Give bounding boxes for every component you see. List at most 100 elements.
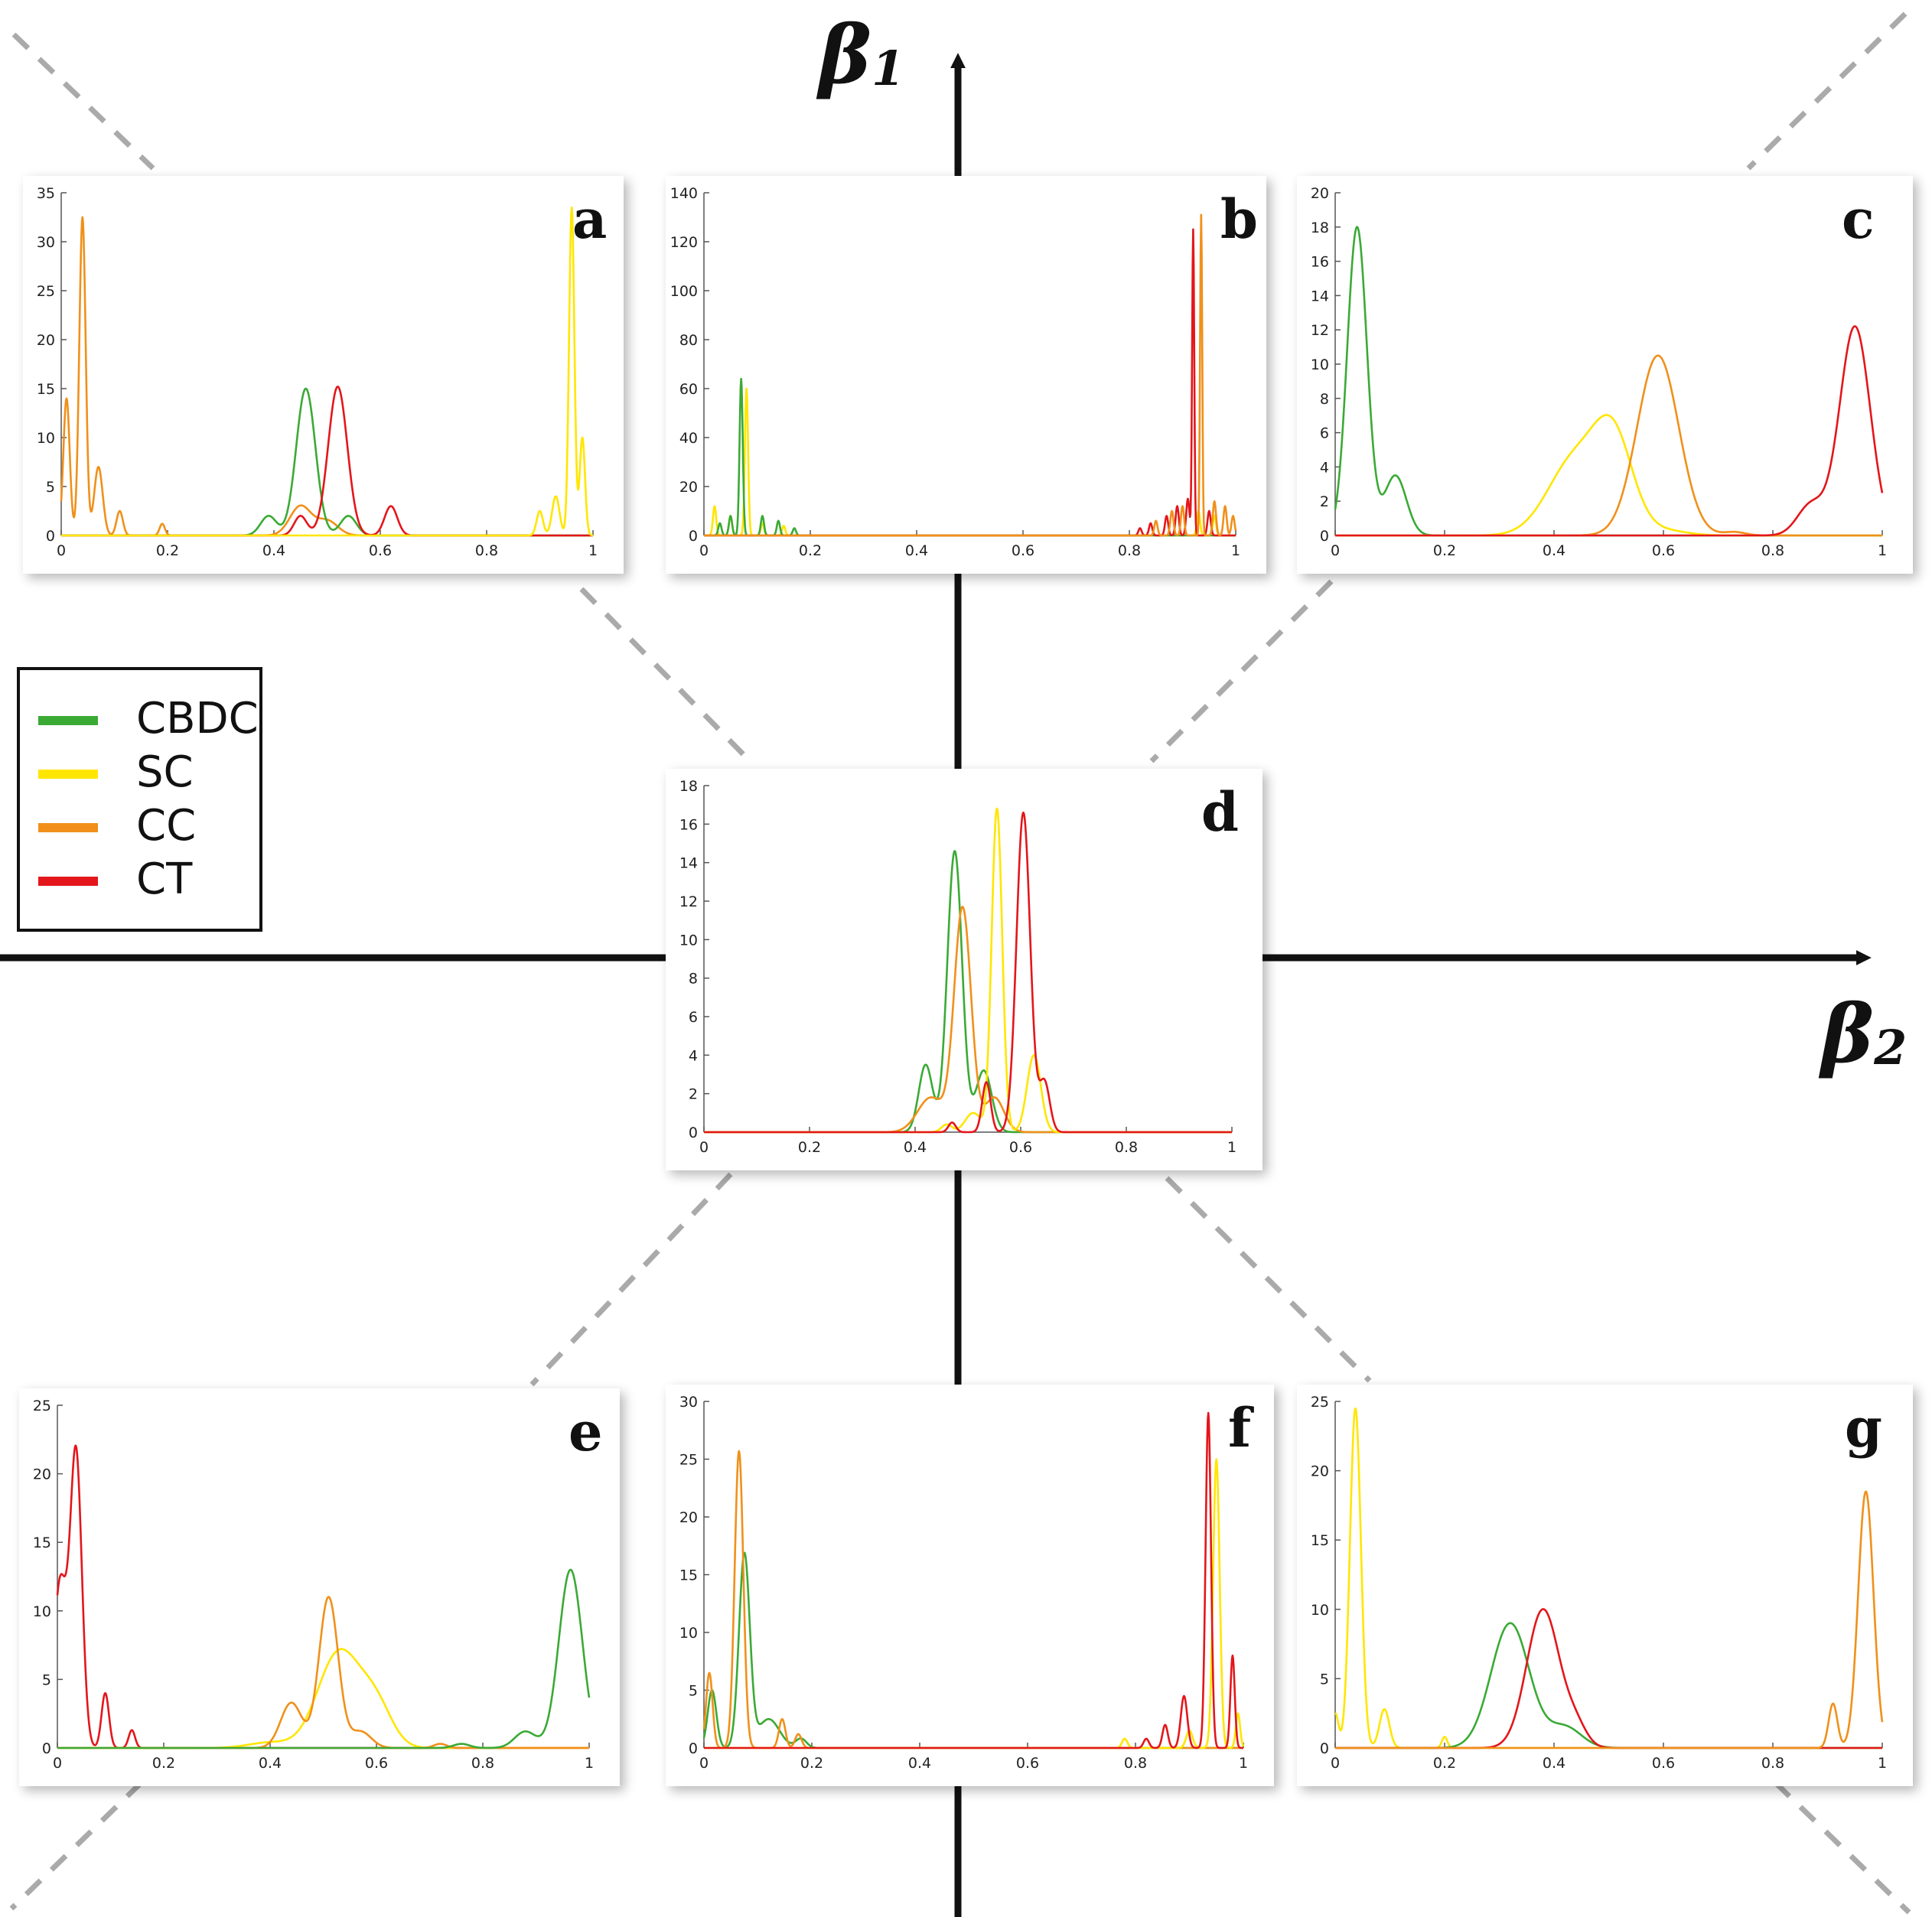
- series-line-ct: [703, 228, 1236, 537]
- series-line-cbdc: [1334, 226, 1883, 537]
- x-tick-label: 0.6: [365, 1755, 388, 1772]
- x-tick-label: 0.8: [1124, 1755, 1147, 1772]
- y-tick-label: 10: [1311, 356, 1329, 373]
- panel-d: 0 0.2 0.4 0.6 0.8 1 0 2 4 6 8 10 12 14 16 18 d: [666, 769, 1262, 1170]
- x-tick-label: 1: [1227, 1139, 1236, 1156]
- panel-letter-d: d: [1201, 780, 1239, 844]
- panel-f: 0 0.2 0.4 0.6 0.8 1 0 5 10 15 20 25 30 f: [666, 1385, 1274, 1786]
- x-tick-label: 0: [699, 1755, 709, 1772]
- x-tick-label: 0.8: [1115, 1139, 1138, 1156]
- y-tick-label: 8: [689, 971, 698, 988]
- y-tick-label: 18: [1311, 220, 1329, 236]
- legend-label-cbdc: CBDC: [136, 694, 259, 744]
- x-tick-label: 0.6: [369, 542, 392, 559]
- y-tick-label: 80: [679, 332, 698, 349]
- x-tick-label: 0: [1331, 1755, 1340, 1772]
- y-tick-label: 5: [42, 1671, 51, 1688]
- y-tick-label: 14: [1311, 288, 1329, 304]
- y-tick-label: 0: [689, 528, 698, 545]
- x-tick-label: 0.6: [1009, 1139, 1032, 1156]
- y-tick-label: 15: [33, 1535, 51, 1551]
- y-tick-label: 14: [679, 855, 698, 872]
- series-line-cc: [703, 213, 1237, 537]
- series-line-cc: [702, 1450, 1244, 1749]
- y-tick-label: 60: [679, 381, 698, 398]
- y-tick-label: 35: [37, 185, 55, 202]
- series-line-cc: [1334, 1490, 1884, 1749]
- y-tick-label: 5: [46, 479, 55, 496]
- series-line-sc: [57, 1648, 590, 1749]
- y-tick-label: 2: [689, 1086, 698, 1103]
- y-tick-label: 0: [1320, 1740, 1329, 1757]
- series-line-cbdc: [703, 850, 1233, 1134]
- series-line-ct: [703, 1411, 1244, 1749]
- legend: CBDC SC CC CT: [17, 667, 262, 932]
- x-tick-label: 0.6: [1652, 542, 1675, 559]
- y-tick-label: 10: [37, 430, 55, 447]
- series-line-sc: [703, 807, 1233, 1134]
- y-tick-label: 140: [670, 185, 698, 202]
- y-tick-label: 20: [37, 332, 55, 349]
- legend-label-ct: CT: [136, 854, 193, 904]
- y-tick-label: 30: [37, 234, 55, 251]
- panel-letter-g: g: [1845, 1396, 1882, 1460]
- y-tick-label: 10: [679, 932, 698, 949]
- y-tick-label: 12: [1311, 322, 1329, 339]
- beta1-subscript: 1: [872, 41, 905, 97]
- series-line-ct: [60, 386, 594, 537]
- series-line-sc: [703, 387, 1236, 537]
- series-line-cbdc: [702, 1551, 1244, 1749]
- y-tick-label: 20: [33, 1466, 51, 1483]
- dashed-diagonal-top-right: [1746, 11, 1908, 171]
- series-line-sc: [60, 206, 594, 537]
- x-tick-label: 0.8: [471, 1755, 494, 1772]
- y-tick-label: 100: [670, 283, 698, 300]
- y-tick-label: 4: [689, 1047, 698, 1064]
- y-tick-label: 12: [679, 893, 698, 910]
- y-tick-label: 2: [1320, 493, 1329, 510]
- y-tick-label: 20: [1311, 1463, 1329, 1480]
- y-tick-label: 120: [670, 234, 698, 251]
- x-tick-label: 0.2: [800, 1755, 823, 1772]
- y-tick-label: 10: [1311, 1602, 1329, 1619]
- series-line-ct: [1334, 1608, 1883, 1749]
- panel-b: 0 0.2 0.4 0.6 0.8 1 0 20 40 60 80 100 120 140 b: [666, 176, 1266, 574]
- series-line-cbdc: [57, 1568, 591, 1749]
- y-tick-label: 15: [37, 381, 55, 398]
- legend-label-sc: SC: [136, 747, 194, 797]
- legend-swatch-ct: [38, 877, 98, 886]
- y-tick-label: 25: [679, 1452, 698, 1469]
- x-tick-label: 0.2: [798, 1139, 821, 1156]
- y-tick-label: 18: [679, 778, 698, 795]
- x-tick-label: 1: [1239, 1755, 1248, 1772]
- y-tick-label: 10: [33, 1603, 51, 1620]
- x-tick-label: 0.4: [905, 542, 928, 559]
- beta2-symbol: β: [1821, 987, 1875, 1081]
- y-tick-label: 8: [1320, 391, 1329, 408]
- x-tick-label: 0: [53, 1755, 62, 1772]
- x-tick-label: 1: [588, 542, 598, 559]
- series-line-sc: [703, 1458, 1245, 1749]
- y-tick-label: 0: [42, 1740, 51, 1757]
- panel-letter-f: f: [1228, 1396, 1252, 1460]
- series-line-cc: [60, 216, 594, 537]
- y-tick-label: 16: [1311, 254, 1329, 271]
- x-tick-label: 0.8: [1761, 542, 1784, 559]
- series-line-cbdc: [1334, 1622, 1883, 1749]
- y-tick-label: 0: [689, 1740, 698, 1757]
- x-tick-label: 0.6: [1652, 1755, 1675, 1772]
- x-tick-label: 0.4: [1543, 542, 1565, 559]
- x-tick-label: 0.4: [259, 1755, 282, 1772]
- series-line-ct: [56, 1444, 590, 1749]
- y-tick-label: 6: [689, 1009, 698, 1026]
- y-tick-label: 30: [679, 1394, 698, 1411]
- x-tick-label: 1: [1231, 542, 1240, 559]
- y-tick-label: 25: [1311, 1394, 1329, 1411]
- series-line-cc: [1334, 354, 1883, 537]
- y-tick-label: 20: [1311, 185, 1329, 202]
- y-tick-label: 10: [679, 1625, 698, 1642]
- x-tick-label: 0: [699, 542, 709, 559]
